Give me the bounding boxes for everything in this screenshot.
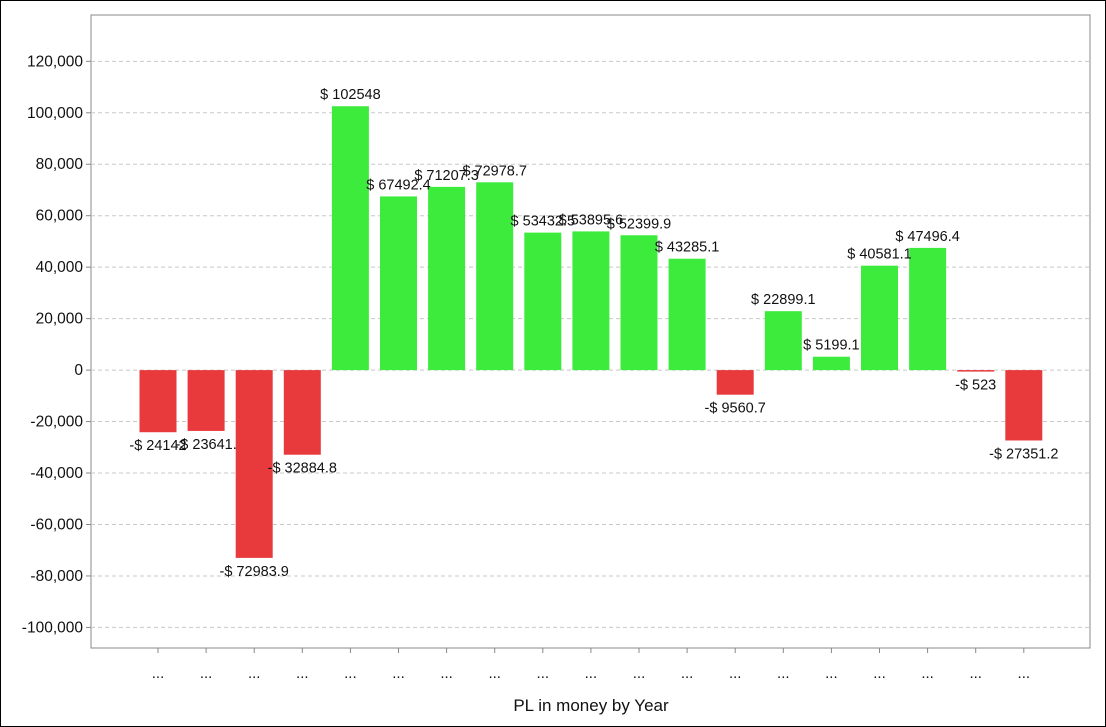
bar: [620, 235, 658, 371]
y-tick-label: 0: [74, 362, 83, 379]
x-tick-label: ...: [296, 665, 309, 682]
data-label: $ 47496.4: [895, 229, 960, 245]
bar: [139, 370, 177, 433]
data-label: -$ 27351.2: [989, 446, 1058, 462]
data-label: $ 67492.4: [366, 177, 431, 193]
x-tick-label: ...: [873, 665, 886, 682]
y-tick-label: 80,000: [36, 156, 84, 173]
x-tick-label: ...: [392, 665, 405, 682]
bar: [668, 258, 706, 371]
y-tick-label: -40,000: [30, 465, 83, 482]
x-tick-label: ...: [921, 665, 934, 682]
y-tick-label: 20,000: [36, 311, 84, 328]
bar: [764, 311, 802, 371]
data-label: -$ 32884.8: [268, 461, 337, 477]
bar: [909, 247, 947, 371]
x-tick-label: ...: [537, 665, 550, 682]
bar: [187, 370, 225, 431]
data-label: $ 22899.1: [751, 292, 816, 308]
y-tick-label: 120,000: [27, 53, 83, 70]
x-tick-label: ...: [200, 665, 213, 682]
x-tick-label: ...: [969, 665, 982, 682]
data-label: -$ 9560.7: [705, 401, 766, 417]
data-label: $ 43285.1: [655, 240, 720, 256]
data-label: $ 5199.1: [803, 338, 859, 354]
bar: [1005, 370, 1043, 441]
data-label: -$ 72983.9: [220, 564, 289, 580]
y-tick-label: 40,000: [36, 259, 84, 276]
x-tick-label: ...: [633, 665, 646, 682]
data-label: -$ 23641.: [175, 437, 236, 453]
x-tick-label: ...: [585, 665, 598, 682]
data-label: $ 40581.1: [847, 247, 912, 263]
bar: [331, 106, 369, 371]
bar: [957, 370, 995, 372]
bar: [861, 265, 898, 371]
bar: [283, 370, 321, 455]
data-label: $ 102548: [320, 87, 380, 103]
data-label: $ 53432.5: [511, 214, 576, 230]
bar: [476, 182, 514, 371]
x-tick-label: ...: [1018, 665, 1031, 682]
x-tick-label: ...: [152, 665, 165, 682]
x-tick-label: ...: [440, 665, 453, 682]
bar: [812, 356, 850, 371]
bar: [524, 232, 562, 371]
bar: [235, 370, 273, 558]
data-label: $ 71207.3: [414, 168, 479, 184]
data-label: -$ 523: [955, 377, 996, 393]
data-label: $ 53895.6: [559, 212, 624, 228]
x-tick-label: ...: [777, 665, 790, 682]
x-tick-label: ...: [681, 665, 694, 682]
bar: [572, 231, 610, 371]
bar: [428, 186, 466, 371]
y-tick-label: 100,000: [27, 105, 83, 122]
x-tick-label: ...: [488, 665, 501, 682]
data-label: $ 52399.9: [607, 216, 672, 232]
x-tick-label: ...: [248, 665, 261, 682]
data-label: $ 72978.7: [462, 163, 527, 179]
y-tick-label: -60,000: [30, 516, 83, 533]
x-tick-label: ...: [825, 665, 838, 682]
bar: [716, 370, 754, 395]
x-axis-label: PL in money by Year: [513, 696, 669, 715]
y-tick-label: -100,000: [22, 619, 84, 636]
y-tick-label: -80,000: [30, 568, 83, 585]
y-tick-label: 60,000: [36, 208, 84, 225]
data-label: -$ 24142: [129, 438, 186, 454]
y-tick-label: -20,000: [30, 414, 83, 431]
bar: [380, 196, 417, 371]
x-tick-label: ...: [344, 665, 357, 682]
x-tick-label: ...: [729, 665, 742, 682]
